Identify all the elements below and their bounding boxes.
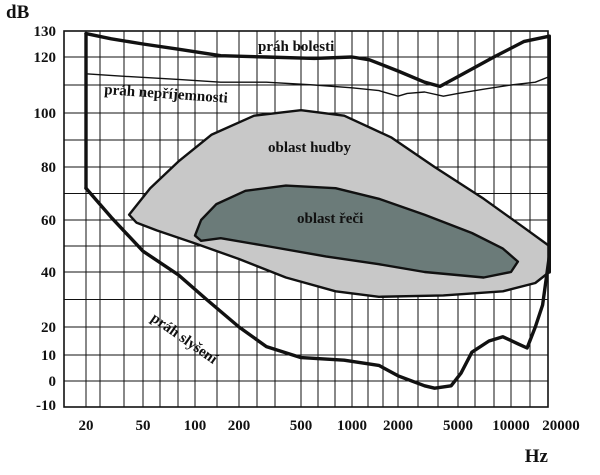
x-tick-label-8: 10000 (492, 418, 530, 434)
x-tick-label-7: 5000 (443, 418, 473, 434)
y-axis-label: dB (6, 2, 30, 23)
y-tick-label-7: 10 (41, 348, 56, 364)
speech-area-label: oblast řeči (297, 211, 363, 227)
y-tick-label-6: 20 (41, 320, 56, 336)
x-axis-label: Hz (525, 446, 549, 467)
areas (127, 109, 551, 298)
x-tick-label-6: 2000 (383, 418, 413, 434)
pain-threshold-label: práh bolesti (258, 39, 334, 55)
y-tick-label-0: 130 (34, 24, 57, 40)
prah-neprijemnosti-line (85, 73, 550, 97)
x-tick-label-2: 100 (184, 418, 207, 434)
x-tick-label-9: 20000 (542, 418, 580, 434)
x-tick-label-0: 20 (79, 418, 94, 434)
prah-slyseni-line (84, 186, 551, 390)
curves (84, 31, 551, 390)
oblast-reci-region (193, 184, 520, 279)
y-tick-label-1: 120 (34, 50, 57, 66)
prah-bolesti-line (84, 31, 551, 89)
x-tick-label-4: 500 (290, 418, 313, 434)
x-tick-label-5: 1000 (337, 418, 367, 434)
y-tick-label-4: 60 (41, 213, 56, 229)
y-tick-label-9: -10 (36, 398, 56, 414)
y-tick-label-2: 100 (34, 106, 57, 122)
y-tick-label-5: 40 (41, 265, 56, 281)
x-tick-label-1: 50 (136, 418, 151, 434)
x-tick-label-3: 200 (228, 418, 251, 434)
music-area-label: oblast hudby (268, 140, 351, 156)
plot-frame (63, 30, 549, 408)
y-tick-label-3: 80 (41, 160, 56, 176)
y-tick-label-8: 0 (49, 374, 57, 390)
